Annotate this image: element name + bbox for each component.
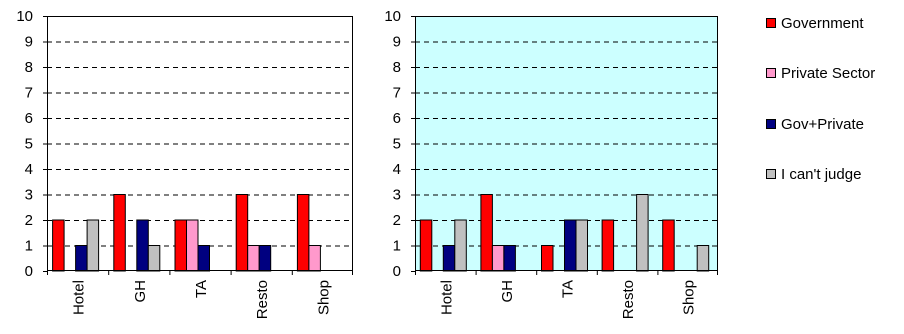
chart-2-xtick-label: Resto bbox=[620, 280, 637, 319]
chart-1-bar-shop-s1 bbox=[296, 194, 310, 272]
chart-2-xtick-label: Hotel bbox=[438, 280, 455, 315]
chart-2-ytick-label: 5 bbox=[393, 136, 401, 153]
chart-2-bar-hotel-s3 bbox=[442, 245, 456, 272]
chart-2-bar-shop-s1 bbox=[662, 219, 675, 272]
chart-1-xtick-label: Hotel bbox=[71, 280, 88, 315]
chart-2-ytick-label: 9 bbox=[393, 34, 401, 51]
legend-item-government: Government bbox=[766, 14, 864, 32]
chart-2-ytick-label: 8 bbox=[393, 59, 401, 76]
chart-2-bar-ta-s1 bbox=[541, 245, 554, 272]
chart-2-xtick-label: Shop bbox=[681, 280, 698, 315]
chart-1-ytick-label: 7 bbox=[25, 85, 33, 102]
chart-1-ytick-label: 6 bbox=[25, 110, 33, 127]
chart-1-plot-border bbox=[47, 16, 353, 271]
chart-1-xtick-label: TA bbox=[193, 280, 210, 298]
chart-2-ytick-label: 7 bbox=[393, 85, 401, 102]
chart-2-xtick-label: GH bbox=[499, 280, 516, 303]
chart-1-ytick-label: 10 bbox=[16, 8, 33, 25]
legend-swatch-gov-private bbox=[766, 119, 776, 129]
legend-label-private-sector: Private Sector bbox=[781, 64, 876, 82]
chart-2-xtick-label: TA bbox=[560, 280, 577, 298]
chart-2-bar-resto-s1 bbox=[601, 219, 615, 272]
chart-1-bar-hotel-s3 bbox=[75, 245, 88, 272]
legend-label-cant-judge: I can't judge bbox=[781, 165, 862, 183]
legend-item-gov-private: Gov+Private bbox=[766, 115, 864, 133]
legend-label-government: Government bbox=[781, 14, 864, 32]
chart-1-ytick-label: 5 bbox=[25, 136, 33, 153]
chart-1-xtick-label: GH bbox=[132, 280, 149, 303]
chart-1-ytick-label: 8 bbox=[25, 59, 33, 76]
chart-1-ytick-label: 3 bbox=[25, 187, 33, 204]
chart-2-bar-hotel-s4 bbox=[454, 219, 467, 272]
chart-2-ytick-label: 0 bbox=[393, 263, 401, 280]
chart-2-ytick-label: 1 bbox=[393, 238, 401, 255]
chart-1-bar-hotel-s4 bbox=[86, 219, 100, 272]
chart-1-bar-gh-s3 bbox=[136, 219, 149, 272]
chart-2-bar-gh-s2 bbox=[491, 245, 505, 272]
chart-1-ytick-label: 0 bbox=[25, 263, 33, 280]
legend-swatch-government bbox=[766, 18, 776, 28]
chart-1-bar-resto-s2 bbox=[247, 245, 260, 272]
chart-1-bar-gh-s4 bbox=[147, 245, 161, 272]
chart-2-bar-resto-s4 bbox=[636, 194, 649, 272]
chart-1-bar-shop-s2 bbox=[308, 245, 321, 272]
chart-2-bar-shop-s4 bbox=[696, 245, 710, 272]
chart-1-ytick-label: 9 bbox=[25, 34, 33, 51]
chart-1-bar-ta-s2 bbox=[186, 219, 199, 272]
chart-2-plot-border bbox=[415, 16, 718, 271]
chart-1-ytick-label: 1 bbox=[25, 238, 33, 255]
chart-2-ytick-label: 10 bbox=[384, 8, 401, 25]
chart-1-bar-resto-s3 bbox=[258, 245, 272, 272]
chart-2-bar-gh-s1 bbox=[480, 194, 493, 272]
chart-2-bar-gh-s3 bbox=[503, 245, 516, 272]
chart-2-bar-ta-s3 bbox=[564, 219, 577, 272]
legend-swatch-private-sector bbox=[766, 68, 776, 78]
chart-1-xtick-label: Resto bbox=[254, 280, 271, 319]
legend-item-private-sector: Private Sector bbox=[766, 64, 876, 82]
chart-1-bar-hotel-s1 bbox=[52, 219, 65, 272]
chart-2-ytick-label: 4 bbox=[393, 161, 401, 178]
chart-2-bar-ta-s4 bbox=[575, 219, 588, 272]
chart-1-bar-ta-s3 bbox=[197, 245, 210, 272]
legend-item-cant-judge: I can't judge bbox=[766, 165, 862, 183]
chart-2-ytick-label: 2 bbox=[393, 212, 401, 229]
chart-2-ytick-label: 3 bbox=[393, 187, 401, 204]
chart-1-xtick-label: Shop bbox=[315, 280, 332, 315]
chart-1-ytick-label: 2 bbox=[25, 212, 33, 229]
chart-2-bar-hotel-s1 bbox=[419, 219, 433, 272]
chart-1-ytick-label: 4 bbox=[25, 161, 33, 178]
legend-swatch-cant-judge bbox=[766, 169, 776, 179]
legend-label-gov-private: Gov+Private bbox=[781, 115, 864, 133]
chart-1-bar-ta-s1 bbox=[174, 219, 187, 272]
chart-1-bar-resto-s1 bbox=[235, 194, 249, 272]
chart-2-ytick-label: 6 bbox=[393, 110, 401, 127]
chart-1-bar-gh-s1 bbox=[113, 194, 126, 272]
